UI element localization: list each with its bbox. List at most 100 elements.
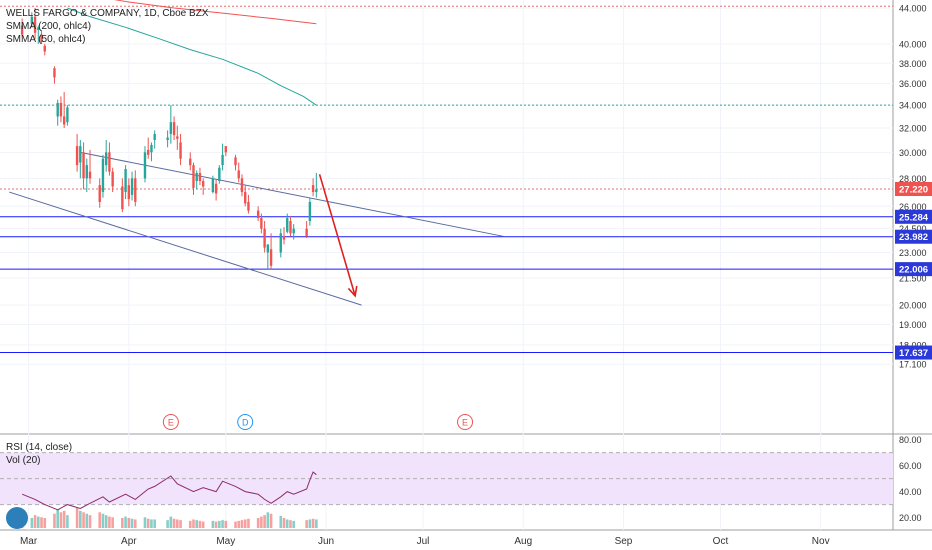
volume-bar xyxy=(98,512,102,528)
price-axis-label: 17.100 xyxy=(899,360,927,370)
channel-upper-line xyxy=(80,151,504,237)
level-price-badge xyxy=(895,229,932,244)
event-marker xyxy=(237,414,254,430)
candle-body xyxy=(240,178,244,193)
candle-body xyxy=(153,133,156,140)
rsi-axis-label: 80.00 xyxy=(899,435,922,445)
candle-body xyxy=(111,171,114,187)
candle-body xyxy=(315,189,318,193)
candle-body xyxy=(218,167,221,182)
candle-body xyxy=(104,152,108,166)
time-axis-label: Oct xyxy=(713,536,729,547)
price-axis-label: 21.500 xyxy=(899,273,927,283)
volume-bar xyxy=(85,513,89,528)
volume-bar xyxy=(240,520,244,528)
candle-body xyxy=(79,146,82,163)
candle-body xyxy=(195,173,198,182)
volume-bar xyxy=(247,518,250,528)
candle-body xyxy=(150,144,153,153)
volume-bar xyxy=(79,510,82,528)
candle-body xyxy=(59,102,63,117)
candle-body xyxy=(224,146,228,153)
price-axis-label: 40.000 xyxy=(899,39,927,49)
volume-bar xyxy=(82,512,85,528)
candle-body xyxy=(286,218,289,232)
price-axis-label: 19.000 xyxy=(899,320,927,330)
rsi-axis-label: 60.00 xyxy=(899,461,922,471)
projection-arrow-line xyxy=(318,174,356,297)
volume-bar xyxy=(214,521,218,528)
volume-bar xyxy=(224,520,228,528)
volume-bar xyxy=(111,517,114,528)
channel-lower-line xyxy=(9,191,362,306)
vol-legend: Vol (20) xyxy=(6,455,41,466)
candle-body xyxy=(263,228,266,248)
candle-body xyxy=(179,142,182,159)
candle-body xyxy=(305,228,308,237)
volume-bar xyxy=(179,520,182,528)
volume-bar xyxy=(133,519,137,528)
volume-bar xyxy=(130,518,134,528)
tradingview-logo[interactable] xyxy=(6,507,28,529)
smma200-line xyxy=(113,0,317,25)
event-marker-label: E xyxy=(462,418,468,428)
rsi-line xyxy=(21,471,317,511)
level-price-badge-label: 25.284 xyxy=(899,212,929,223)
volume-bar xyxy=(53,513,56,528)
candle-body xyxy=(192,165,195,188)
volume-bar xyxy=(36,516,40,528)
volume-bar xyxy=(305,520,308,528)
volume-bar xyxy=(289,520,292,528)
price-axis-label: 23.000 xyxy=(899,248,927,258)
price-axis-label: 36.000 xyxy=(899,79,927,89)
candle-body xyxy=(98,185,101,202)
candle-body xyxy=(53,68,56,78)
volume-bar xyxy=(101,513,105,528)
volume-bar xyxy=(263,515,266,528)
candle-body xyxy=(134,178,137,202)
volume-bar xyxy=(260,516,263,528)
rsi-axis-label: 20.00 xyxy=(899,513,922,523)
price-axis-label: 20.000 xyxy=(899,301,927,311)
level-price-badge-label: 22.006 xyxy=(899,265,928,276)
price-axis-label: 30.000 xyxy=(899,148,927,158)
level-price-badge-label: 23.982 xyxy=(899,232,928,243)
candle-body xyxy=(260,218,263,229)
volume-bar xyxy=(269,513,273,528)
volume-bar xyxy=(279,515,283,528)
candle-body xyxy=(234,157,237,166)
candle-body xyxy=(166,137,169,140)
volume-bar xyxy=(172,518,176,528)
volume-bar xyxy=(143,517,147,528)
candle-body xyxy=(121,186,124,210)
candle-body xyxy=(88,171,92,179)
candle-body xyxy=(56,102,59,117)
candle-body xyxy=(37,27,40,31)
candle-body xyxy=(256,210,260,219)
price-axis-label: 32.000 xyxy=(899,124,927,134)
volume-bar xyxy=(192,519,195,528)
projection-arrow-head xyxy=(347,285,358,298)
candle-body xyxy=(221,154,224,166)
volume-bar xyxy=(201,521,205,528)
candle-body xyxy=(282,236,286,240)
volume-bar xyxy=(108,516,111,528)
candle-body xyxy=(130,178,134,195)
volume-bar xyxy=(59,512,63,528)
candle-body xyxy=(211,178,215,193)
event-marker-label: E xyxy=(168,418,174,428)
time-axis-label: Aug xyxy=(514,536,532,547)
candle-body xyxy=(289,221,292,234)
rsi-legend: RSI (14, close) xyxy=(6,442,73,453)
volume-bar xyxy=(311,518,315,528)
event-marker-label: D xyxy=(242,418,249,428)
candle-body xyxy=(266,244,270,253)
price-axis-label: 38.000 xyxy=(899,59,927,69)
price-axis-label: 18.000 xyxy=(899,340,927,350)
candle-body xyxy=(143,152,147,179)
event-marker xyxy=(162,414,179,430)
candle-body xyxy=(269,249,273,266)
candle-body xyxy=(33,16,37,33)
volume-bar xyxy=(40,517,43,528)
